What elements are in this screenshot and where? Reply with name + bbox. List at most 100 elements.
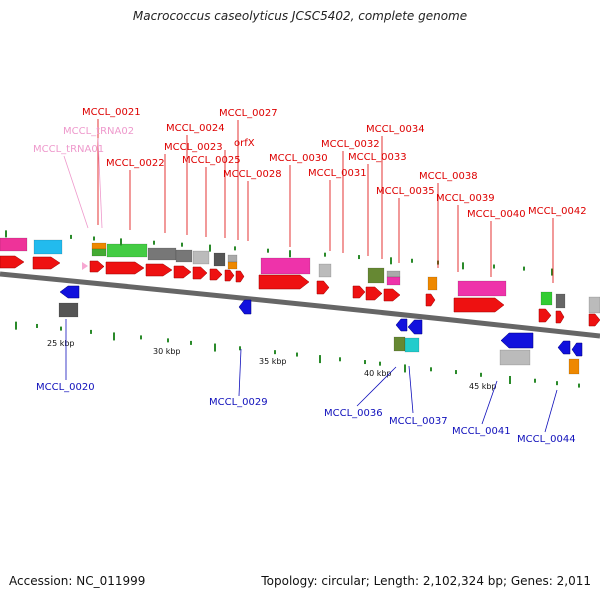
gene-label-reverse: MCCL_0029 (209, 397, 268, 408)
genome-summary-text: Topology: circular; Length: 2,102,324 bp… (261, 574, 591, 588)
scale-tick (523, 266, 525, 271)
scale-tick (390, 257, 392, 265)
gene-label-forward: MCCL_0028 (223, 169, 282, 180)
gene-label-forward: MCCL_0032 (321, 139, 380, 150)
gene-label-forward: MCCL_0021 (82, 107, 141, 118)
scale-label: 35 kbp (259, 357, 287, 366)
scale-label: 45 kbp (469, 382, 497, 391)
scale-tick (120, 238, 122, 246)
scale-tick (296, 352, 298, 357)
feature-block (588, 296, 600, 314)
cds-forward-arrow (89, 260, 105, 273)
gene-label-forward: MCCL_0022 (106, 158, 165, 169)
scale-tick (90, 329, 92, 334)
scale-tick (70, 234, 72, 239)
gene-label-forward: MCCL_0040 (467, 209, 526, 220)
cds-forward-arrow (588, 313, 600, 327)
scale-tick (274, 350, 276, 355)
cds-forward-arrow (555, 310, 565, 324)
cds-forward-arrow (145, 263, 173, 277)
feature-block (457, 280, 507, 297)
scale-tick (93, 236, 95, 241)
cds-forward-arrow (425, 293, 436, 307)
feature-block (499, 349, 531, 366)
leader-line (63, 155, 89, 229)
scale-tick (60, 326, 62, 331)
scale-label: 30 kbp (153, 347, 181, 356)
scale-tick (214, 343, 216, 352)
scale-tick (36, 323, 38, 328)
gene-label-forward: MCCL_0030 (269, 153, 328, 164)
gene-label-forward: MCCL_0027 (219, 108, 278, 119)
feature-block (213, 252, 226, 267)
leader-line (408, 365, 414, 414)
scale-label: 25 kbp (47, 339, 75, 348)
feature-block (555, 293, 566, 309)
feature-block (33, 239, 63, 255)
cds-reverse-arrow (407, 319, 423, 335)
cds-forward-arrow (235, 270, 245, 283)
leader-line (97, 137, 103, 229)
scale-tick (364, 360, 366, 365)
gene-label-forward: MCCL_0038 (419, 171, 478, 182)
gene-label-forward: orfX (234, 138, 255, 149)
trna-glyph (82, 262, 88, 270)
gene-label-forward: MCCL_0035 (376, 186, 435, 197)
feature-block (386, 276, 401, 286)
gene-label-trna: MCCL_tRNA01 (33, 144, 104, 155)
cds-forward-arrow (224, 269, 235, 282)
scale-tick (289, 250, 291, 258)
cds-reverse-arrow (571, 342, 583, 357)
gene-label-reverse: MCCL_0036 (324, 408, 383, 419)
scale-tick (556, 381, 558, 386)
scale-label: 40 kbp (364, 369, 392, 378)
scale-tick (209, 244, 211, 252)
gene-label-trna: MCCL_tRNA02 (63, 126, 134, 137)
gene-label-forward: MCCL_0031 (308, 168, 367, 179)
feature-block (427, 276, 438, 291)
gene-label-forward: MCCL_0025 (182, 155, 241, 166)
scale-tick (480, 372, 482, 377)
scale-tick (267, 248, 269, 253)
feature-block (227, 261, 238, 270)
cds-forward-arrow (316, 280, 330, 295)
feature-block (540, 291, 553, 306)
feature-block (367, 267, 385, 284)
cds-reverse-arrow (59, 285, 80, 299)
feature-block (568, 358, 580, 375)
leader-line (544, 389, 558, 433)
scale-tick (239, 346, 241, 351)
cds-forward-arrow (32, 256, 61, 270)
scale-tick (430, 367, 432, 372)
gene-label-reverse: MCCL_0044 (517, 434, 576, 445)
cds-reverse-arrow (500, 332, 534, 349)
feature-block (386, 270, 401, 278)
feature-block (58, 302, 79, 318)
gene-label-forward: MCCL_0033 (348, 152, 407, 163)
gene-label-forward: MCCL_0034 (366, 124, 425, 135)
scale-tick (324, 252, 326, 257)
cds-reverse-arrow (238, 299, 252, 315)
cds-forward-arrow (352, 285, 366, 299)
feature-block (404, 337, 420, 353)
accession-text: Accession: NC_011999 (9, 574, 146, 588)
gene-label-forward: MCCL_0024 (166, 123, 225, 134)
genome-backbone (0, 271, 600, 339)
gene-label-forward: MCCL_0039 (436, 193, 495, 204)
scale-tick (5, 230, 7, 238)
feature-block (0, 237, 28, 252)
scale-tick (339, 357, 341, 362)
cds-forward-arrow (538, 308, 552, 323)
scale-tick (153, 240, 155, 245)
cds-forward-arrow (192, 266, 208, 280)
leader-line (238, 348, 242, 397)
scale-tick (15, 321, 17, 330)
scale-tick (404, 364, 406, 373)
scale-tick (113, 332, 115, 341)
leader-line (481, 380, 498, 425)
cds-forward-arrow (173, 265, 192, 279)
scale-tick (493, 264, 495, 269)
cds-forward-arrow (453, 297, 505, 313)
scale-tick (234, 246, 236, 251)
scale-tick (462, 262, 464, 270)
